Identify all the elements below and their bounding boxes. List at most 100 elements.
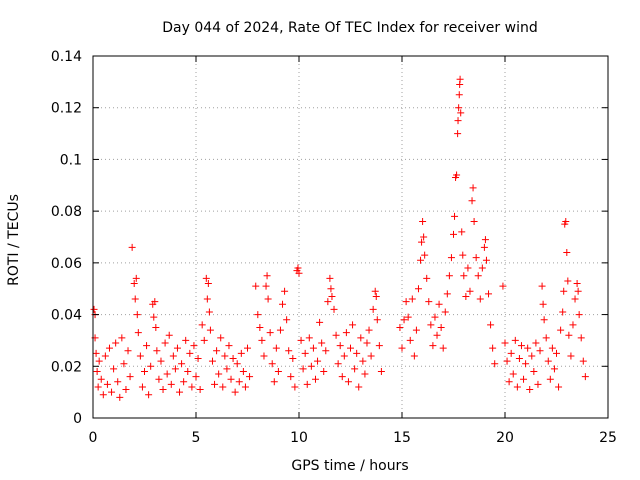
data-point xyxy=(237,349,245,357)
data-point xyxy=(110,365,118,373)
data-point xyxy=(180,378,188,386)
data-point xyxy=(478,264,486,272)
data-point xyxy=(347,344,354,352)
data-point xyxy=(128,243,136,251)
data-point xyxy=(503,357,511,365)
data-point xyxy=(283,316,291,324)
data-point xyxy=(464,264,472,272)
data-point xyxy=(279,300,287,308)
data-point xyxy=(97,375,105,383)
data-point xyxy=(468,197,476,205)
data-point xyxy=(548,344,556,352)
y-tick-label: 0.14 xyxy=(51,49,82,65)
data-point xyxy=(206,326,214,334)
data-point xyxy=(134,329,142,337)
data-point xyxy=(458,228,466,236)
data-point xyxy=(131,295,139,303)
data-point xyxy=(262,282,270,290)
data-point xyxy=(116,393,124,401)
data-point xyxy=(120,360,128,368)
plot-frame xyxy=(92,55,609,419)
data-point xyxy=(550,365,558,373)
y-tick-label: 0.08 xyxy=(51,204,82,220)
y-tick-label: 0 xyxy=(73,411,82,427)
data-point xyxy=(539,300,547,308)
data-point xyxy=(565,331,573,339)
data-point xyxy=(454,130,462,138)
data-point xyxy=(272,344,280,352)
x-tick-labels: 0 5 10 15 20 25 xyxy=(89,430,617,446)
data-point xyxy=(447,254,455,262)
y-tick-label: 0.06 xyxy=(51,256,82,272)
data-point xyxy=(532,339,540,347)
y-axis-label: ROTI / TECUs xyxy=(6,194,22,286)
data-point xyxy=(562,217,570,225)
data-point xyxy=(295,269,303,277)
data-point xyxy=(536,347,544,355)
data-point xyxy=(192,373,200,381)
data-point xyxy=(369,305,377,313)
data-point xyxy=(151,298,159,306)
data-point xyxy=(365,326,373,334)
data-point xyxy=(309,344,317,352)
data-point xyxy=(99,391,107,399)
data-point xyxy=(455,104,463,112)
data-point xyxy=(285,347,293,355)
data-point xyxy=(420,233,428,241)
data-point xyxy=(227,375,235,383)
data-point xyxy=(147,362,155,370)
data-point xyxy=(466,287,474,295)
data-point xyxy=(138,383,146,391)
data-point xyxy=(412,326,420,334)
data-point xyxy=(324,298,332,306)
data-point xyxy=(546,375,554,383)
data-point xyxy=(233,360,241,368)
data-point xyxy=(511,336,519,344)
data-point xyxy=(196,386,204,394)
data-point xyxy=(239,367,247,375)
data-point xyxy=(264,295,272,303)
data-point xyxy=(377,367,385,375)
data-point xyxy=(215,370,223,378)
data-point xyxy=(469,184,477,192)
data-point xyxy=(359,357,367,365)
data-point xyxy=(173,344,181,352)
data-point xyxy=(573,280,581,288)
data-point xyxy=(205,308,213,316)
y-tick-labels: 0 0.02 0.04 0.06 0.08 0.1 0.12 0.14 xyxy=(51,49,82,427)
data-point xyxy=(472,254,480,262)
data-point xyxy=(167,380,175,388)
data-point xyxy=(340,352,348,360)
data-point xyxy=(453,171,461,179)
data-point xyxy=(491,360,499,368)
data-point xyxy=(459,251,467,259)
data-point xyxy=(363,339,371,347)
data-point xyxy=(165,331,173,339)
data-point xyxy=(542,334,550,342)
data-point xyxy=(299,365,307,373)
y-tick-label: 0.02 xyxy=(51,359,82,375)
data-point xyxy=(327,285,335,293)
data-point xyxy=(441,308,449,316)
data-point xyxy=(213,347,221,355)
data-point xyxy=(557,326,565,334)
data-point xyxy=(217,334,225,342)
data-point xyxy=(555,383,563,391)
data-point xyxy=(501,339,509,347)
data-point xyxy=(470,217,478,225)
data-point xyxy=(221,352,229,360)
data-point xyxy=(211,380,219,388)
y-tick-label: 0.12 xyxy=(51,101,82,117)
y-tick-label: 0.04 xyxy=(51,308,82,324)
data-point xyxy=(563,249,571,257)
data-point xyxy=(155,375,163,383)
data-point xyxy=(93,367,101,375)
data-point xyxy=(198,321,206,329)
data-point xyxy=(462,292,470,300)
data-point xyxy=(353,349,361,357)
data-point xyxy=(367,352,375,360)
data-point xyxy=(122,386,130,394)
data-point xyxy=(513,383,521,391)
data-point xyxy=(455,91,463,99)
data-point xyxy=(564,277,572,285)
